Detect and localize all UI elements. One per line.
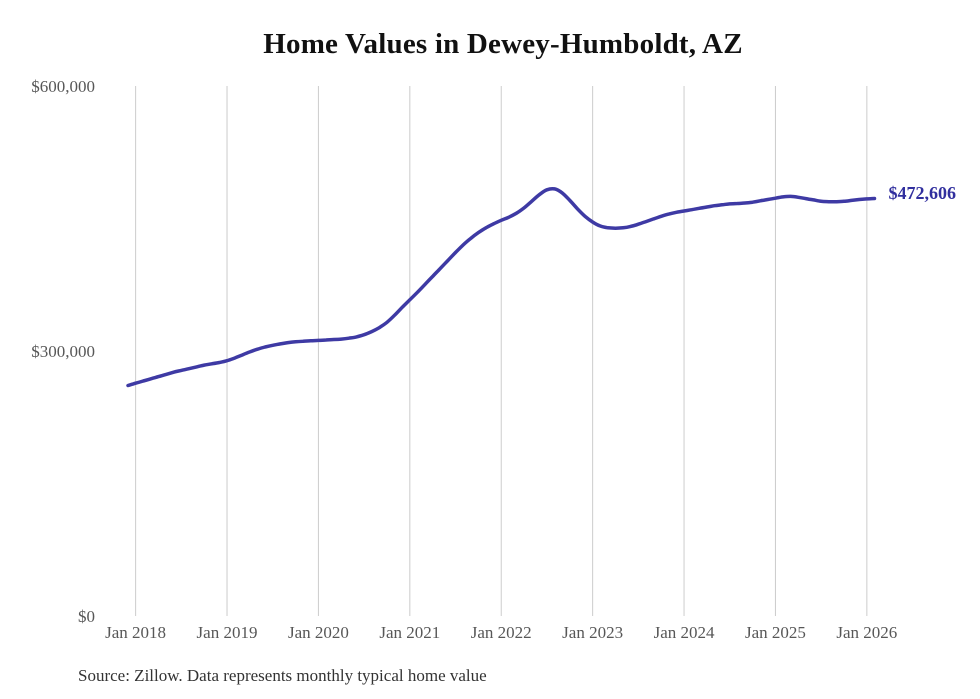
x-axis-label: Jan 2023 bbox=[562, 623, 623, 642]
gridlines bbox=[135, 86, 868, 616]
y-axis-label: $600,000 bbox=[31, 77, 95, 96]
x-axis-label: Jan 2018 bbox=[105, 623, 166, 642]
x-axis-label: Jan 2020 bbox=[288, 623, 349, 642]
x-axis-label: Jan 2025 bbox=[745, 623, 806, 642]
x-axis-label: Jan 2024 bbox=[654, 623, 715, 642]
value-line bbox=[126, 186, 877, 388]
x-axis-label: Jan 2019 bbox=[197, 623, 258, 642]
x-axis-label: Jan 2021 bbox=[379, 623, 440, 642]
y-axis-label: $0 bbox=[78, 607, 95, 626]
x-axis-label: Jan 2022 bbox=[471, 623, 532, 642]
source-note: Source: Zillow. Data represents monthly … bbox=[78, 666, 487, 685]
y-axis-label: $300,000 bbox=[31, 342, 95, 361]
x-axis-label: Jan 2026 bbox=[836, 623, 897, 642]
chart-title: Home Values in Dewey-Humboldt, AZ bbox=[263, 28, 743, 60]
x-axis-labels: Jan 2018 Jan 2019 Jan 2020 Jan 2021 Jan 2022… bbox=[105, 623, 897, 642]
y-axis-labels: $0 $300,000 $600,000 bbox=[31, 77, 95, 626]
current-value-label: $472,606 bbox=[888, 183, 956, 203]
